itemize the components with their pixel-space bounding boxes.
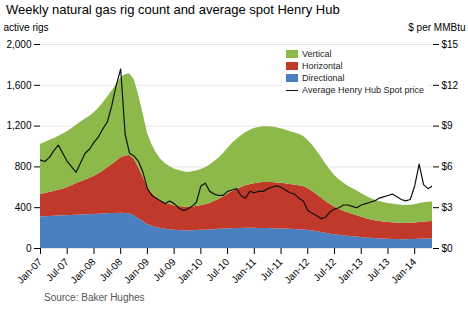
svg-text:1,600: 1,600	[6, 80, 31, 91]
svg-text:Jul-08: Jul-08	[97, 256, 124, 283]
svg-text:Jan-13: Jan-13	[336, 256, 366, 286]
svg-text:Jul-07: Jul-07	[44, 256, 71, 283]
svg-text:Jan-08: Jan-08	[68, 256, 98, 286]
svg-text:$6: $6	[442, 161, 454, 172]
svg-text:Jan-11: Jan-11	[229, 256, 258, 285]
svg-text:$ per MMBtu: $ per MMBtu	[408, 22, 465, 33]
svg-text:400: 400	[15, 202, 32, 213]
html-text:Source: Baker Hughes: Source: Baker Hughes	[44, 292, 145, 303]
svg-text:0: 0	[26, 243, 32, 254]
svg-text:Jan-14: Jan-14	[389, 256, 419, 286]
svg-text:2,000: 2,000	[6, 39, 31, 50]
svg-text:Jan-12: Jan-12	[282, 256, 312, 286]
svg-text:800: 800	[15, 161, 32, 172]
svg-text:$0: $0	[442, 243, 454, 254]
svg-text:$3: $3	[442, 202, 454, 213]
html-text:Weekly natural gas rig count a: Weekly natural gas rig count and average…	[6, 2, 340, 17]
html-text:Horizontal: Horizontal	[302, 61, 343, 71]
svg-text:Jul-10: Jul-10	[204, 256, 231, 283]
svg-text:Jan-09: Jan-09	[122, 256, 152, 286]
svg-text:1,200: 1,200	[6, 120, 31, 131]
svg-text:$9: $9	[442, 120, 454, 131]
html-text:Average Henry Hub Spot price: Average Henry Hub Spot price	[302, 85, 424, 95]
svg-text:Jul-09: Jul-09	[151, 256, 178, 283]
svg-text:Jul-12: Jul-12	[311, 256, 338, 283]
svg-text:active rigs: active rigs	[4, 22, 49, 33]
svg-text:Jan-10: Jan-10	[175, 256, 205, 286]
html-text:Vertical: Vertical	[302, 49, 332, 59]
svg-text:Jul-11: Jul-11	[258, 256, 285, 283]
html-text:Directional: Directional	[302, 73, 345, 83]
svg-text:Jan-07: Jan-07	[15, 256, 45, 286]
svg-text:$12: $12	[442, 80, 459, 91]
svg-text:Jul-13: Jul-13	[365, 256, 392, 283]
svg-text:$15: $15	[442, 39, 459, 50]
